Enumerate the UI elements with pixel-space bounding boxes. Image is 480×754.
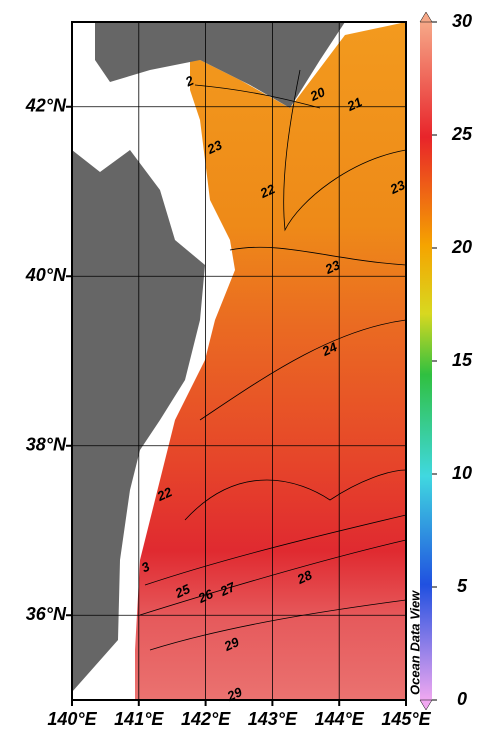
lat-label: 42°N <box>25 96 67 116</box>
contour-label: 23 <box>204 137 225 157</box>
colorbar-label: 5 <box>457 576 468 596</box>
ocean-field <box>135 22 406 700</box>
contour-label: 25 <box>172 581 193 601</box>
watermark: Ocean Data View <box>407 590 422 695</box>
contour-label: 29 <box>224 684 245 704</box>
contour-label: 22 <box>257 181 278 201</box>
lon-label: 143°E <box>248 709 298 729</box>
colorbar <box>420 22 432 700</box>
colorbar-label: 25 <box>451 124 473 144</box>
contour-label: 22 <box>154 484 175 504</box>
contour-label: 28 <box>294 567 315 587</box>
lon-label: 145°E <box>381 709 431 729</box>
contours <box>139 69 407 651</box>
colorbar-top-arrow <box>419 11 433 23</box>
lat-label: 38°N <box>26 435 67 455</box>
colorbar-label: 20 <box>451 237 472 257</box>
contour-label: 23 <box>387 177 408 197</box>
contour-label: 29 <box>221 634 242 654</box>
colorbar-label: 0 <box>457 689 467 709</box>
lon-label: 141°E <box>114 709 164 729</box>
contour-label: 23 <box>322 257 343 277</box>
contour-label: 24 <box>319 339 340 359</box>
lat-label: 36°N <box>26 604 67 624</box>
lon-label: 140°E <box>47 709 97 729</box>
colorbar-label: 10 <box>452 463 472 483</box>
contour-label: 20 <box>307 84 328 104</box>
lon-label: 144°E <box>315 709 365 729</box>
contour-label: 27 <box>217 579 238 599</box>
colorbar-bottom-arrow <box>419 699 433 711</box>
colorbar-label: 15 <box>452 350 473 370</box>
lat-label: 40°N <box>25 265 67 285</box>
contour-label: 26 <box>195 586 216 606</box>
lon-label: 142°E <box>181 709 231 729</box>
land <box>95 22 345 108</box>
colorbar-label: 30 <box>452 11 472 31</box>
contour-label: 21 <box>344 94 364 114</box>
